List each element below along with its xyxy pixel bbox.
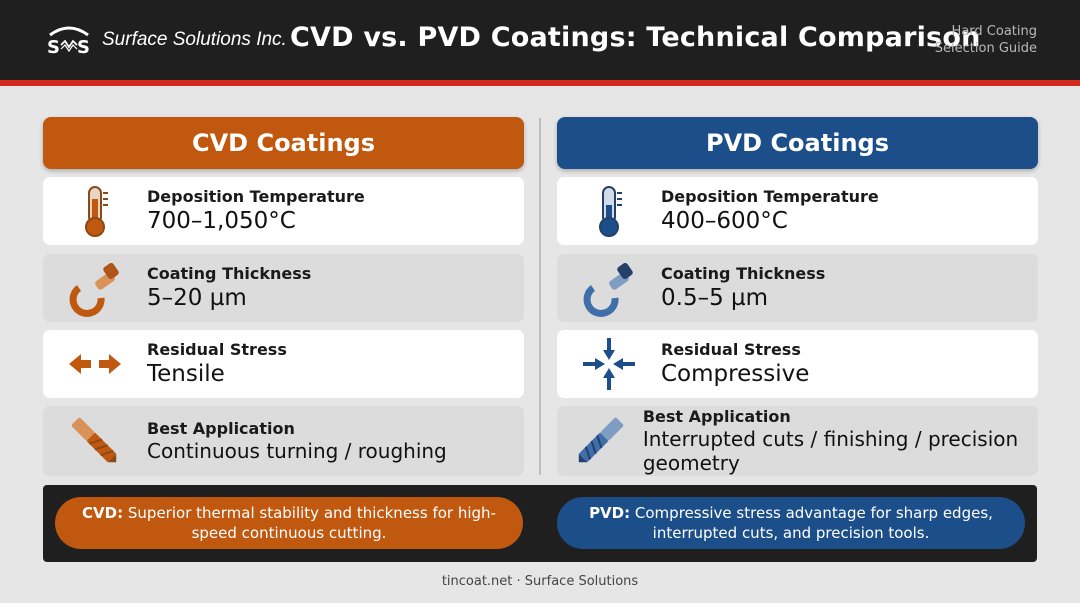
row-value: Tensile (147, 361, 225, 387)
cvd-column: CVD Coatings Deposition Temperature 700–… (43, 117, 524, 476)
row-label: Residual Stress (661, 340, 801, 359)
drill-bit-icon (557, 407, 643, 475)
row-value: 0.5–5 µm (661, 285, 769, 311)
row-value: Continuous turning / roughing (147, 439, 447, 463)
footer-text: tincoat.net · Surface Solutions (441, 574, 639, 589)
cvd-row-application: Best Application Continuous turning / ro… (43, 406, 524, 476)
compressive-arrows-icon (557, 330, 661, 398)
ss-logo-icon: S S (47, 26, 90, 57)
guide-line-2: Selection Guide (934, 41, 1037, 56)
row-value: 400–600°C (661, 208, 788, 234)
cvd-summary-pill: CVD: Superior thermal stability and thic… (55, 497, 523, 549)
pvd-summary-text: Compressive stress advantage for sharp e… (634, 504, 993, 542)
svg-text:S: S (77, 37, 90, 57)
thermometer-icon (557, 177, 661, 245)
pvd-column-header: PVD Coatings (557, 117, 1038, 169)
drill-bit-icon (43, 407, 147, 475)
pvd-summary-prefix: PVD: (589, 504, 631, 522)
row-label: Coating Thickness (661, 264, 826, 283)
cvd-summary-prefix: CVD: (82, 504, 124, 522)
pvd-row-stress: Residual Stress Compressive (557, 330, 1038, 398)
row-label: Deposition Temperature (147, 187, 365, 206)
thermometer-icon (43, 177, 147, 245)
cvd-column-header: CVD Coatings (43, 117, 524, 169)
cvd-row-stress: Residual Stress Tensile (43, 330, 524, 398)
page-title: CVD vs. PVD Coatings: Technical Comparis… (290, 22, 981, 53)
pvd-column: PVD Coatings Deposition Temperature 400–… (557, 117, 1038, 476)
company-logo[interactable]: S S Surface Solutions Inc. (44, 22, 287, 58)
logo-text: Surface Solutions Inc. (102, 29, 287, 50)
svg-text:S: S (47, 37, 60, 57)
tensile-arrows-icon (43, 330, 147, 398)
column-divider (539, 118, 541, 475)
guide-caption: Hard Coating Selection Guide (935, 23, 1037, 57)
cvd-row-thickness: Coating Thickness 5–20 µm (43, 254, 524, 322)
accent-stripe (0, 80, 1080, 86)
pvd-row-thickness: Coating Thickness 0.5–5 µm (557, 254, 1038, 322)
row-label: Deposition Temperature (661, 187, 879, 206)
header-bar: S S Surface Solutions Inc. CVD vs. PVD C… (0, 0, 1080, 80)
row-label: Coating Thickness (147, 264, 312, 283)
micrometer-icon (43, 254, 147, 322)
row-value: Compressive (661, 361, 810, 387)
row-value: Interrupted cuts / finishing / precision… (642, 427, 1019, 475)
micrometer-icon (557, 254, 661, 322)
row-value: 700–1,050°C (147, 208, 296, 234)
guide-line-1: Hard Coating (951, 24, 1037, 39)
summary-bar: CVD: Superior thermal stability and thic… (43, 485, 1037, 562)
row-value: 5–20 µm (147, 285, 247, 311)
row-label: Best Application (642, 407, 791, 426)
cvd-row-temperature: Deposition Temperature 700–1,050°C (43, 177, 524, 245)
cvd-summary-text: Superior thermal stability and thickness… (127, 504, 496, 542)
pvd-row-application: Best Application Interrupted cuts / fini… (557, 406, 1038, 476)
row-label: Residual Stress (147, 340, 287, 359)
pvd-summary-pill: PVD: Compressive stress advantage for sh… (557, 497, 1025, 549)
pvd-row-temperature: Deposition Temperature 400–600°C (557, 177, 1038, 245)
row-label: Best Application (147, 419, 295, 438)
